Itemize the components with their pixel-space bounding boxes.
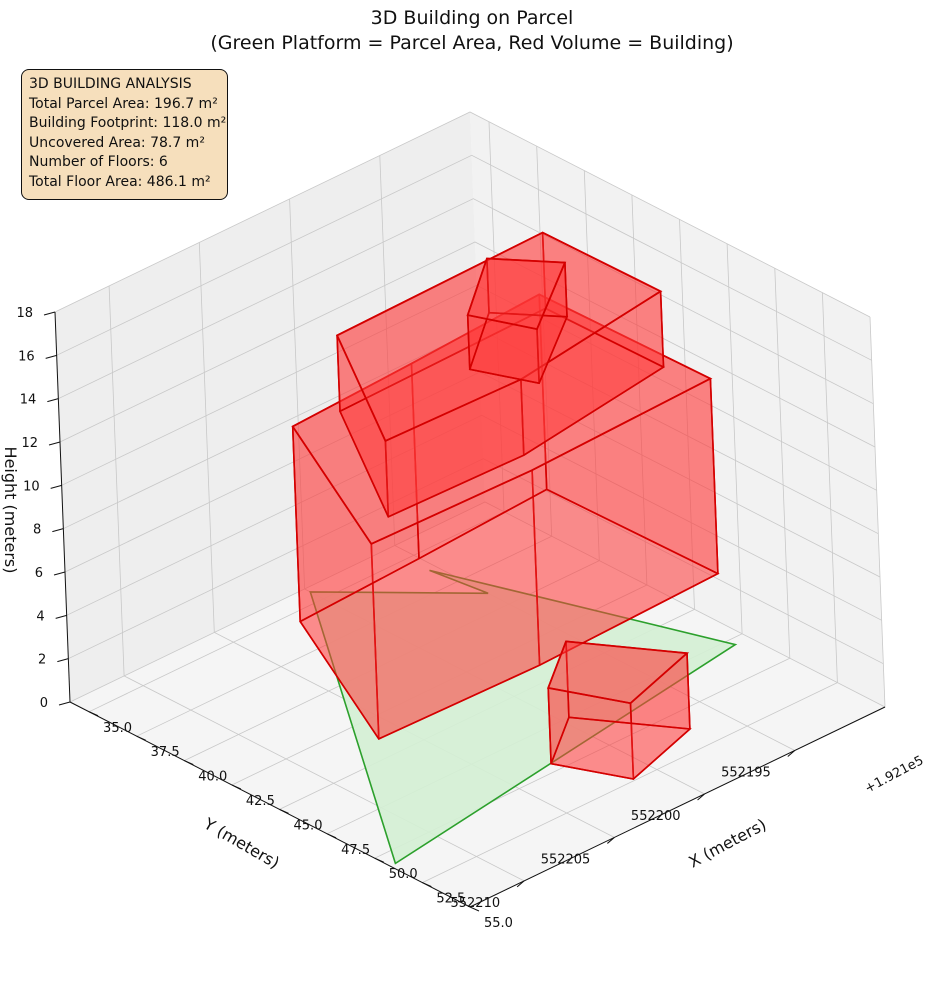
grid-line-x xyxy=(374,268,791,859)
z-tick-label: 8 xyxy=(33,523,41,538)
grid-line-z xyxy=(56,154,872,361)
y-tick-mark xyxy=(607,837,615,844)
z-tick-mark xyxy=(48,441,61,446)
z-tick-label: 16 xyxy=(18,349,35,364)
z-tick-mark xyxy=(43,311,56,316)
building-floor-face xyxy=(299,488,720,740)
x-tick-mark xyxy=(469,906,480,912)
y-axis-label: Y (meters) xyxy=(200,814,283,873)
grid-line-z xyxy=(61,284,877,491)
z-tick-label: 4 xyxy=(36,609,44,624)
z-tick-mark xyxy=(57,658,69,663)
z-tick-mark xyxy=(58,701,71,706)
building-floor-face xyxy=(338,307,666,518)
x-tick-mark xyxy=(184,760,194,766)
y-tick-label: 552210 xyxy=(450,896,500,911)
z-axis-label: Height (meters) xyxy=(1,447,20,574)
z-tick-mark xyxy=(47,398,59,403)
x-tick-label: 42.5 xyxy=(246,794,275,809)
y-axis-line xyxy=(469,706,886,908)
grid-line-x xyxy=(422,292,838,883)
building-roof-face xyxy=(335,231,663,443)
x-tick-label: 55.0 xyxy=(484,916,513,931)
x-tick-mark xyxy=(374,857,384,863)
back-wall-pane xyxy=(470,112,885,707)
y-tick-label: 552200 xyxy=(631,809,681,824)
x-tick-mark xyxy=(231,784,242,790)
building-volume-1 xyxy=(291,293,720,740)
z-tick-mark xyxy=(50,484,62,489)
z-tick-label: 2 xyxy=(38,653,46,668)
grid-line-z xyxy=(54,111,871,318)
chart-subtitle: (Green Platform = Parcel Area, Red Volum… xyxy=(210,32,734,54)
x-tick-mark xyxy=(279,808,289,814)
x-tick-label: 37.5 xyxy=(151,745,180,760)
y-tick-mark xyxy=(787,750,796,757)
y-tick-label: 552205 xyxy=(541,852,591,867)
z-tick-mark xyxy=(52,528,64,533)
chart-title: 3D Building on Parcel xyxy=(370,7,574,29)
z-axis-line xyxy=(54,311,71,703)
x-tick-label: 50.0 xyxy=(389,867,418,882)
x-tick-label: 35.0 xyxy=(103,721,132,736)
x-tick-label: 40.0 xyxy=(198,770,227,785)
y-tick-label: 552195 xyxy=(721,765,771,780)
building-floor-face xyxy=(550,716,692,780)
info-line-floors: Number of Floors: 6 xyxy=(29,154,168,171)
building-floor-face xyxy=(468,311,569,385)
z-tick-label: 18 xyxy=(16,306,33,321)
x-tick-label: 52.5 xyxy=(436,892,465,907)
z-tick-mark xyxy=(53,571,66,576)
building-roof-face xyxy=(291,293,713,546)
grid-line-z xyxy=(69,501,886,708)
z-tick-label: 14 xyxy=(20,393,37,408)
building-volume xyxy=(291,231,720,780)
z-tick-mark xyxy=(55,614,67,619)
grid-line-z xyxy=(66,414,882,621)
x-tick-mark xyxy=(422,882,432,888)
x-tick-mark xyxy=(326,833,337,839)
analysis-info-box: 3D BUILDING ANALYSIS Total Parcel Area: … xyxy=(21,69,228,200)
grid-line-z xyxy=(58,198,874,405)
x-axis-label: X (meters) xyxy=(685,815,769,872)
grid-line-z xyxy=(59,241,876,448)
info-line-footprint: Building Footprint: 118.0 m² xyxy=(29,115,227,132)
z-tick-label: 6 xyxy=(35,566,43,581)
info-line-parcel-area: Total Parcel Area: 196.7 m² xyxy=(29,95,218,112)
x-tick-mark xyxy=(88,711,99,717)
building-volume-3 xyxy=(466,257,569,385)
z-tick-mark xyxy=(45,354,57,359)
z-tick-label: 12 xyxy=(21,436,38,451)
building-roof-face xyxy=(466,257,567,331)
parcel-platform xyxy=(309,569,738,865)
parcel-polygon xyxy=(309,569,738,865)
grid-line-x xyxy=(184,170,600,761)
z-tick-label: 10 xyxy=(23,479,40,494)
grid-line-z xyxy=(63,328,879,535)
grid-line-z xyxy=(68,458,884,665)
axes: 0 2 4 6 8 10 12 14 16 18 552195 552200 552205 552210 3… xyxy=(16,306,886,931)
grid-line-x xyxy=(136,146,553,737)
building-roof-face xyxy=(546,640,690,705)
info-line-uncovered: Uncovered Area: 78.7 m² xyxy=(29,134,205,151)
y-tick-mark xyxy=(697,793,705,801)
x-tick-label: 47.5 xyxy=(341,843,370,858)
y-tick-mark xyxy=(516,880,525,888)
x-axis-offset-label: +1.921e5 xyxy=(862,753,926,796)
z-tick-label: 0 xyxy=(40,696,48,711)
x-tick-mark xyxy=(136,735,146,741)
info-line-total-floor-area: Total Floor Area: 486.1 m² xyxy=(29,173,211,190)
building-volume-2 xyxy=(335,231,666,518)
x-tick-label: 45.0 xyxy=(294,818,323,833)
side-wall-pane xyxy=(55,112,485,702)
info-box-heading: 3D BUILDING ANALYSIS xyxy=(29,76,192,92)
building-volume-4 xyxy=(546,640,692,780)
